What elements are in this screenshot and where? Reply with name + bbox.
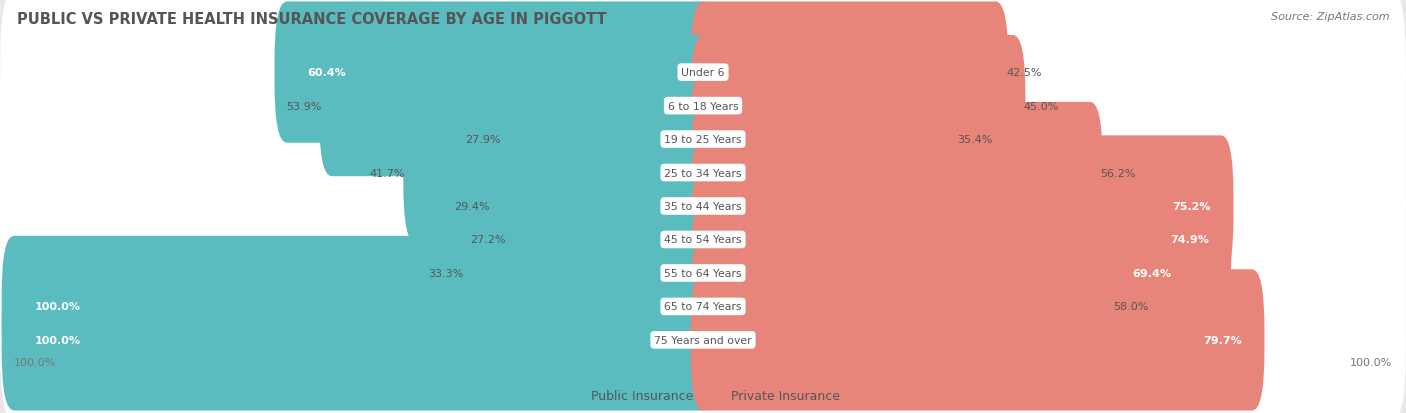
Legend: Public Insurance, Private Insurance: Public Insurance, Private Insurance (561, 385, 845, 408)
FancyBboxPatch shape (461, 203, 716, 344)
Text: 75.2%: 75.2% (1173, 202, 1211, 211)
Text: 27.9%: 27.9% (465, 135, 501, 145)
FancyBboxPatch shape (0, 59, 1406, 221)
Text: 6 to 18 Years: 6 to 18 Years (668, 101, 738, 112)
Text: 42.5%: 42.5% (1007, 68, 1042, 78)
Text: 19 to 25 Years: 19 to 25 Years (664, 135, 742, 145)
Text: 25 to 34 Years: 25 to 34 Years (664, 168, 742, 178)
Text: PUBLIC VS PRIVATE HEALTH INSURANCE COVERAGE BY AGE IN PIGGOTT: PUBLIC VS PRIVATE HEALTH INSURANCE COVER… (17, 12, 606, 27)
FancyBboxPatch shape (498, 69, 716, 210)
FancyBboxPatch shape (690, 169, 1232, 310)
FancyBboxPatch shape (274, 2, 716, 143)
FancyBboxPatch shape (690, 36, 1025, 177)
FancyBboxPatch shape (0, 192, 1406, 354)
Text: 100.0%: 100.0% (14, 357, 56, 367)
Text: 79.7%: 79.7% (1204, 335, 1241, 345)
FancyBboxPatch shape (1, 236, 716, 377)
Text: 33.3%: 33.3% (427, 268, 463, 278)
FancyBboxPatch shape (0, 126, 1406, 287)
Text: 60.4%: 60.4% (308, 68, 346, 78)
FancyBboxPatch shape (690, 203, 1194, 344)
FancyBboxPatch shape (690, 270, 1264, 411)
FancyBboxPatch shape (0, 226, 1406, 387)
FancyBboxPatch shape (0, 0, 1406, 154)
Text: 100.0%: 100.0% (35, 301, 80, 312)
Text: 27.2%: 27.2% (470, 235, 505, 245)
Text: 41.7%: 41.7% (370, 168, 405, 178)
Text: 100.0%: 100.0% (35, 335, 80, 345)
Text: 56.2%: 56.2% (1101, 168, 1136, 178)
Text: 53.9%: 53.9% (285, 101, 322, 112)
Text: 75 Years and over: 75 Years and over (654, 335, 752, 345)
FancyBboxPatch shape (0, 92, 1406, 254)
FancyBboxPatch shape (0, 259, 1406, 413)
Text: 35 to 44 Years: 35 to 44 Years (664, 202, 742, 211)
FancyBboxPatch shape (690, 2, 1008, 143)
FancyBboxPatch shape (690, 69, 959, 210)
Text: Source: ZipAtlas.com: Source: ZipAtlas.com (1271, 12, 1389, 22)
FancyBboxPatch shape (1, 270, 716, 411)
Text: 74.9%: 74.9% (1170, 235, 1209, 245)
FancyBboxPatch shape (0, 159, 1406, 321)
Text: 100.0%: 100.0% (1350, 357, 1392, 367)
Text: 58.0%: 58.0% (1114, 301, 1149, 312)
Text: 65 to 74 Years: 65 to 74 Years (664, 301, 742, 312)
Text: Under 6: Under 6 (682, 68, 724, 78)
FancyBboxPatch shape (319, 36, 716, 177)
FancyBboxPatch shape (690, 136, 1233, 277)
FancyBboxPatch shape (690, 236, 1115, 377)
FancyBboxPatch shape (404, 103, 716, 244)
Text: 69.4%: 69.4% (1132, 268, 1171, 278)
Text: 35.4%: 35.4% (957, 135, 993, 145)
Text: 55 to 64 Years: 55 to 64 Years (664, 268, 742, 278)
FancyBboxPatch shape (690, 103, 1102, 244)
Text: 45.0%: 45.0% (1024, 101, 1059, 112)
Text: 45 to 54 Years: 45 to 54 Years (664, 235, 742, 245)
Text: 29.4%: 29.4% (454, 202, 491, 211)
FancyBboxPatch shape (488, 136, 716, 277)
FancyBboxPatch shape (0, 26, 1406, 187)
FancyBboxPatch shape (503, 169, 716, 310)
